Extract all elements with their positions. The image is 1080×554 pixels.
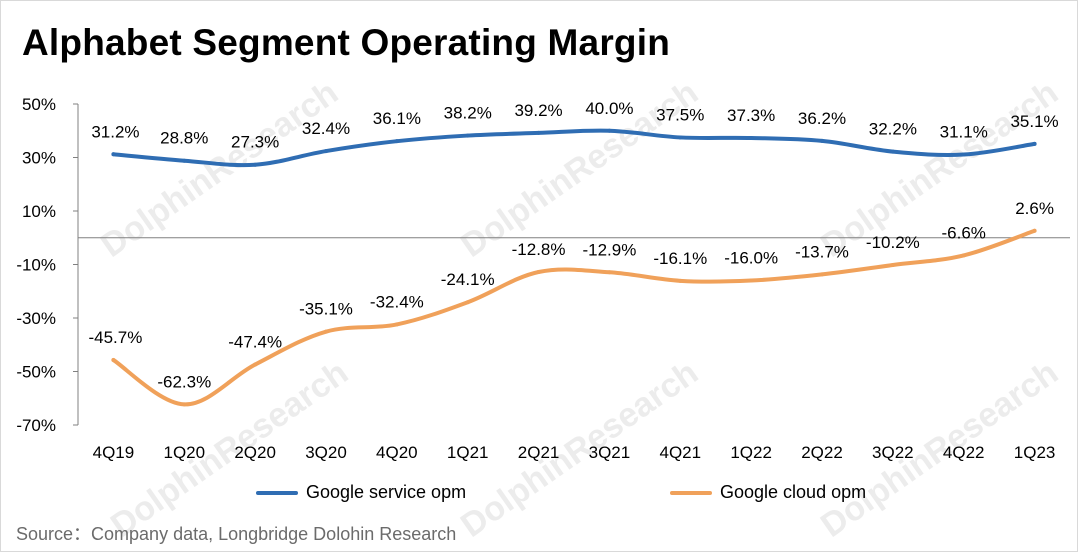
y-tick-label: -70% — [16, 416, 56, 435]
data-label-cloud: -32.4% — [370, 292, 424, 311]
data-label-service: 38.2% — [444, 104, 492, 123]
data-point-service — [749, 135, 754, 140]
x-tick-label: 2Q20 — [234, 443, 276, 462]
data-label-cloud: -10.2% — [866, 233, 920, 252]
data-point-cloud — [820, 272, 824, 277]
x-tick-label: 4Q22 — [943, 443, 985, 462]
data-point-service — [1032, 141, 1037, 146]
data-point-service — [324, 149, 328, 154]
data-point-cloud — [678, 278, 683, 283]
x-tick-label: 1Q22 — [730, 443, 772, 462]
data-label-cloud: -16.0% — [724, 249, 778, 268]
x-tick-label: 1Q23 — [1014, 443, 1056, 462]
y-tick-label: 50% — [22, 95, 56, 114]
data-point-cloud — [465, 300, 470, 305]
data-point-cloud — [607, 270, 612, 275]
source-note: Source：Company data, Longbridge Dolohin … — [16, 524, 457, 544]
data-label-service: 31.2% — [91, 122, 139, 141]
legend-label-cloud: Google cloud opm — [720, 482, 867, 502]
data-point-cloud — [111, 357, 116, 362]
legend-item-cloud: Google cloud opm — [670, 482, 866, 503]
data-label-cloud: -24.1% — [441, 270, 495, 289]
data-label-service: 31.1% — [940, 123, 988, 142]
legend-item-service: Google service opm — [256, 482, 466, 503]
data-point-cloud — [1032, 228, 1037, 233]
x-tick-label: 2Q21 — [518, 443, 560, 462]
data-label-service: 35.1% — [1010, 112, 1058, 131]
data-point-cloud — [182, 402, 187, 407]
data-label-service: 27.3% — [231, 133, 279, 152]
data-point-cloud — [394, 322, 399, 327]
x-tick-label: 4Q21 — [659, 443, 701, 462]
data-point-cloud — [536, 269, 541, 274]
y-tick-label: -50% — [16, 363, 56, 382]
x-tick-label: 1Q20 — [163, 443, 205, 462]
data-label-service: 37.3% — [727, 106, 775, 125]
data-point-cloud — [961, 253, 966, 258]
data-point-service — [536, 130, 541, 135]
data-label-cloud: -35.1% — [299, 300, 353, 319]
legend-swatch-cloud — [670, 490, 712, 495]
y-tick-label: -30% — [16, 309, 56, 328]
x-tick-label: 2Q22 — [801, 443, 843, 462]
data-label-service: 37.5% — [656, 105, 704, 124]
data-label-service: 28.8% — [160, 129, 208, 148]
series-line-service — [111, 128, 1037, 168]
data-point-service — [890, 149, 895, 154]
data-point-service — [253, 162, 258, 167]
data-label-cloud: -13.7% — [795, 242, 849, 261]
data-point-service — [820, 138, 824, 143]
x-tick-label: 4Q19 — [93, 443, 135, 462]
data-label-cloud: -12.9% — [582, 240, 636, 259]
data-point-service — [182, 158, 187, 163]
data-label-cloud: 2.6% — [1015, 199, 1054, 218]
data-point-service — [465, 133, 470, 138]
x-tick-label: 1Q21 — [447, 443, 489, 462]
legend-swatch-service — [256, 490, 298, 495]
chart-title: Alphabet Segment Operating Margin — [22, 22, 670, 63]
data-label-cloud: -45.7% — [88, 328, 142, 347]
legend-label-service: Google service opm — [306, 482, 467, 502]
data-label-cloud: -16.1% — [653, 249, 707, 268]
data-point-service — [678, 135, 683, 140]
data-label-cloud: -47.4% — [228, 333, 282, 352]
y-tick-label: -10% — [16, 256, 56, 275]
data-label-service: 39.2% — [514, 101, 562, 120]
data-point-cloud — [749, 278, 754, 283]
series-line-cloud — [111, 228, 1037, 407]
data-label-service: 32.4% — [302, 119, 350, 138]
y-tick-label: 10% — [22, 202, 56, 221]
data-label-service: 32.2% — [869, 120, 917, 139]
data-point-service — [607, 128, 612, 133]
data-label-cloud: -62.3% — [157, 372, 211, 391]
data-label-service: 40.0% — [585, 99, 633, 118]
x-tick-label: 4Q20 — [376, 443, 418, 462]
x-tick-label: 3Q21 — [589, 443, 631, 462]
x-tick-label: 3Q20 — [305, 443, 347, 462]
data-point-service — [111, 152, 116, 157]
data-label-service: 36.2% — [798, 109, 846, 128]
x-tick-label: 3Q22 — [872, 443, 914, 462]
data-label-cloud: -12.8% — [512, 240, 566, 259]
data-point-service — [394, 139, 399, 144]
data-point-cloud — [253, 362, 258, 367]
data-point-cloud — [324, 329, 328, 334]
data-label-cloud: -6.6% — [942, 223, 986, 242]
y-tick-label: 30% — [22, 149, 56, 168]
data-label-service: 36.1% — [373, 109, 421, 128]
data-point-cloud — [890, 263, 895, 268]
data-point-service — [961, 152, 966, 157]
